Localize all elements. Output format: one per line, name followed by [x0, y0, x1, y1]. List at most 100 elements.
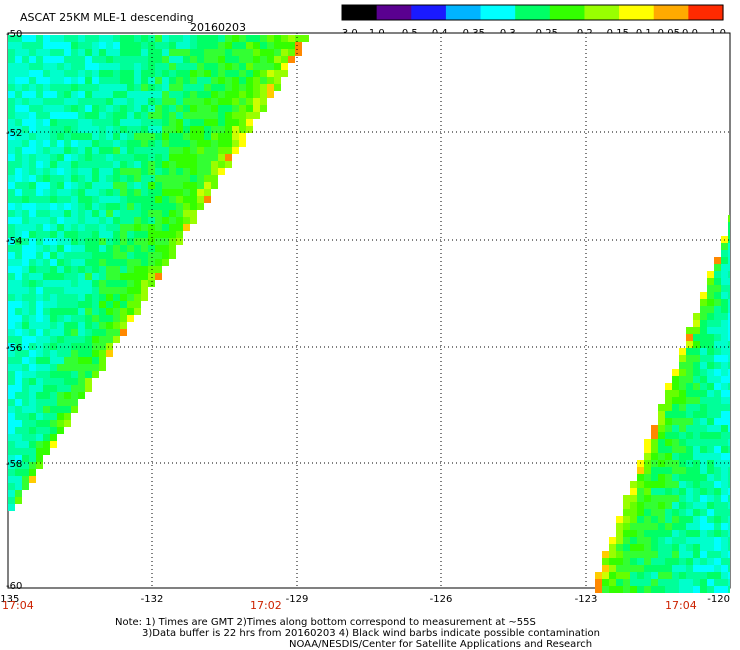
- swath-cell: [120, 329, 127, 336]
- swath-cell: [85, 315, 92, 322]
- swath-cell: [651, 481, 658, 488]
- swath-cell: [113, 210, 120, 217]
- swath-cell: [78, 126, 85, 133]
- swath-cell: [99, 350, 106, 357]
- swath-cell: [134, 133, 141, 140]
- swath-cell: [85, 175, 92, 182]
- swath-cell: [155, 231, 162, 238]
- swath-cell: [679, 467, 686, 474]
- swath-cell: [29, 469, 36, 476]
- swath-cell: [204, 168, 211, 175]
- swath-cell: [169, 77, 176, 84]
- swath-cell: [78, 336, 85, 343]
- swath-cell: [693, 481, 700, 488]
- swath-cell: [686, 369, 693, 376]
- swath-cell: [29, 350, 36, 357]
- swath-cell: [616, 516, 623, 523]
- swath-cell: [106, 70, 113, 77]
- swath-cell: [71, 203, 78, 210]
- swath-cell: [15, 273, 22, 280]
- swath-cell: [50, 308, 57, 315]
- swath-cell: [658, 558, 665, 565]
- swath-cell: [36, 371, 43, 378]
- swath-cell: [36, 315, 43, 322]
- swath-cell: [274, 84, 281, 91]
- swath-cell: [721, 341, 728, 348]
- swath-cell: [162, 63, 169, 70]
- swath-cell: [106, 266, 113, 273]
- swath-cell: [721, 306, 728, 313]
- swath-cell: [106, 308, 113, 315]
- swath-cell: [141, 35, 148, 42]
- swath-cell: [644, 488, 651, 495]
- swath-cell: [218, 56, 225, 63]
- swath-cell: [707, 278, 714, 285]
- swath-cell: [29, 336, 36, 343]
- swath-cell: [700, 502, 707, 509]
- swath-cell: [197, 161, 204, 168]
- swath-cell: [148, 217, 155, 224]
- swath-cell: [92, 336, 99, 343]
- swath-cell: [728, 530, 730, 537]
- swath-cell: [43, 343, 50, 350]
- swath-cell: [679, 488, 686, 495]
- swath-cell: [29, 357, 36, 364]
- swath-cell: [239, 91, 246, 98]
- swath-cell: [43, 364, 50, 371]
- swath-cell: [15, 462, 22, 469]
- swath-cell: [92, 196, 99, 203]
- swath-cell: [29, 371, 36, 378]
- swath-cell: [155, 224, 162, 231]
- swath-cell: [36, 406, 43, 413]
- swath-cell: [99, 147, 106, 154]
- swath-cell: [134, 119, 141, 126]
- swath-cell: [8, 301, 15, 308]
- swath-cell: [29, 84, 36, 91]
- swath-cell: [120, 77, 127, 84]
- swath-cell: [106, 105, 113, 112]
- swath-cell: [169, 42, 176, 49]
- swath-cell: [721, 362, 728, 369]
- swath-cell: [211, 154, 218, 161]
- swath-cell: [36, 140, 43, 147]
- swath-cell: [15, 252, 22, 259]
- swath-cell: [71, 364, 78, 371]
- swath-cell: [197, 147, 204, 154]
- swath-cell: [78, 287, 85, 294]
- swath-cell: [71, 224, 78, 231]
- swath-cell: [204, 189, 211, 196]
- swath-cell: [71, 42, 78, 49]
- swath-cell: [651, 460, 658, 467]
- swath-cell: [71, 350, 78, 357]
- swath-cell: [78, 294, 85, 301]
- swath-cell: [672, 558, 679, 565]
- swath-cell: [232, 119, 239, 126]
- swath-cell: [71, 301, 78, 308]
- swath-cell: [134, 49, 141, 56]
- swath-cell: [246, 56, 253, 63]
- swath-cell: [43, 336, 50, 343]
- swath-cell: [225, 133, 232, 140]
- swath-cell: [71, 343, 78, 350]
- swath-cell: [15, 140, 22, 147]
- swath-cell: [176, 231, 183, 238]
- swath-cell: [183, 154, 190, 161]
- swath-cell: [92, 35, 99, 42]
- swath-cell: [71, 168, 78, 175]
- swath-cell: [225, 98, 232, 105]
- swath-cell: [120, 245, 127, 252]
- swath-cell: [211, 49, 218, 56]
- swath-cell: [134, 42, 141, 49]
- swath-cell: [693, 586, 700, 593]
- swath-cell: [71, 336, 78, 343]
- swath-cell: [162, 56, 169, 63]
- swath-cell: [36, 84, 43, 91]
- swath-cell: [672, 495, 679, 502]
- swath-cell: [99, 217, 106, 224]
- swath-cell: [183, 189, 190, 196]
- swath-cell: [99, 70, 106, 77]
- swath-cell: [36, 266, 43, 273]
- swath-cell: [155, 77, 162, 84]
- swath-cell: [672, 453, 679, 460]
- swath-cell: [36, 175, 43, 182]
